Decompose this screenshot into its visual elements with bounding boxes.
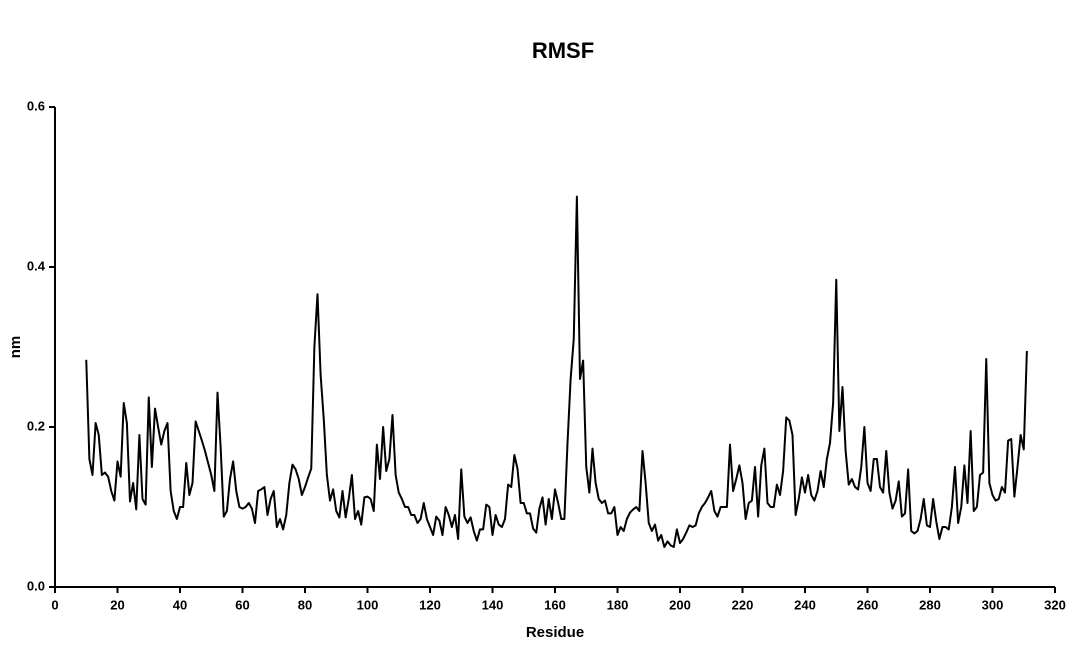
y-tick-label: 0.0 <box>27 578 45 593</box>
x-tick-label: 60 <box>235 597 249 612</box>
x-tick-label: 260 <box>857 597 879 612</box>
y-tick-label: 0.4 <box>27 258 46 273</box>
x-tick-label: 40 <box>173 597 187 612</box>
x-tick-label: 20 <box>110 597 124 612</box>
rmsf-line <box>85 195 1028 548</box>
x-tick-label: 280 <box>919 597 941 612</box>
x-tick-label: 200 <box>669 597 691 612</box>
x-tick-label: 240 <box>794 597 816 612</box>
y-tick-label: 0.2 <box>27 418 45 433</box>
x-axis-label: Residue <box>526 624 584 641</box>
x-tick-label: 120 <box>419 597 441 612</box>
chart-title: RMSF <box>532 38 594 63</box>
x-tick-label: 100 <box>357 597 379 612</box>
x-tick-label: 180 <box>607 597 629 612</box>
x-tick-label: 160 <box>544 597 566 612</box>
x-tick-label: 0 <box>51 597 58 612</box>
y-tick-label: 0.6 <box>27 98 45 113</box>
x-tick-label: 140 <box>482 597 504 612</box>
x-tick-label: 80 <box>298 597 312 612</box>
x-tick-label: 220 <box>732 597 754 612</box>
x-tick-label: 300 <box>982 597 1004 612</box>
x-tick-label: 320 <box>1044 597 1066 612</box>
y-axis-label: nm <box>7 336 24 359</box>
